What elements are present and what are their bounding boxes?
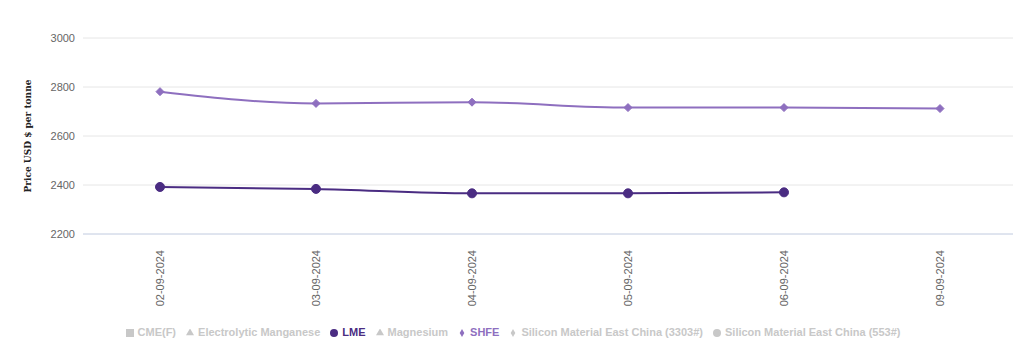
svg-text:2200: 2200 bbox=[51, 228, 75, 240]
svg-text:3000: 3000 bbox=[51, 32, 75, 44]
svg-text:05-09-2024: 05-09-2024 bbox=[622, 250, 634, 306]
html-text:Electrolytic Manganese: Electrolytic Manganese bbox=[198, 326, 321, 338]
svg-text:02-09-2024: 02-09-2024 bbox=[154, 250, 166, 306]
html-text:LME: LME bbox=[342, 326, 366, 338]
html-text:Silicon Material East China (3: Silicon Material East China (3303#) bbox=[521, 326, 703, 338]
svg-text:03-09-2024: 03-09-2024 bbox=[310, 250, 322, 306]
html-text:Magnesium: Magnesium bbox=[387, 326, 449, 338]
svg-text:2600: 2600 bbox=[51, 130, 75, 142]
svg-text:06-09-2024: 06-09-2024 bbox=[778, 250, 790, 306]
html-text:Silicon Material East China (5: Silicon Material East China (553#) bbox=[725, 326, 901, 338]
svg-text:Price USD $ per tonne: Price USD $ per tonne bbox=[23, 79, 33, 192]
svg-text:2400: 2400 bbox=[51, 179, 75, 191]
svg-text:2800: 2800 bbox=[51, 81, 75, 93]
svg-text:09-09-2024: 09-09-2024 bbox=[934, 250, 946, 306]
svg-text:04-09-2024: 04-09-2024 bbox=[466, 250, 478, 306]
html-text:CME(F): CME(F) bbox=[137, 326, 176, 338]
html-text:SHFE: SHFE bbox=[470, 326, 500, 338]
